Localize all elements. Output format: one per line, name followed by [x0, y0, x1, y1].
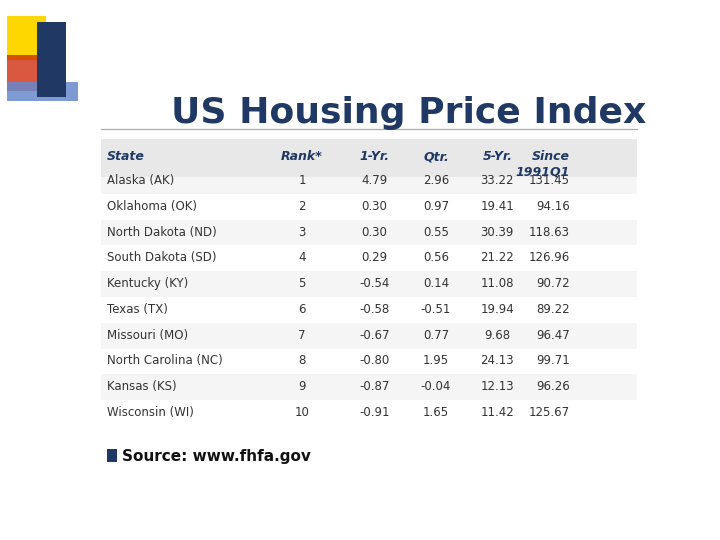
Text: 96.47: 96.47	[536, 329, 570, 342]
Text: 1-Yr.: 1-Yr.	[359, 150, 390, 163]
Text: 8: 8	[298, 354, 306, 367]
Text: 94.16: 94.16	[536, 200, 570, 213]
Text: 30.39: 30.39	[481, 226, 514, 239]
Text: 1.65: 1.65	[423, 406, 449, 419]
Text: -0.58: -0.58	[359, 303, 390, 316]
Text: 4.79: 4.79	[361, 174, 387, 187]
Text: Kentucky (KY): Kentucky (KY)	[107, 277, 188, 290]
Bar	[101, 271, 636, 297]
Text: Missouri (MO): Missouri (MO)	[107, 329, 188, 342]
Text: 1: 1	[298, 174, 306, 187]
Text: 6: 6	[298, 303, 306, 316]
Text: -0.67: -0.67	[359, 329, 390, 342]
Text: -0.04: -0.04	[420, 380, 451, 393]
Text: 0.30: 0.30	[361, 200, 387, 213]
Text: Source: www.fhfa.gov: Source: www.fhfa.gov	[122, 449, 311, 463]
Text: Texas (TX): Texas (TX)	[107, 303, 168, 316]
Text: Wisconsin (WI): Wisconsin (WI)	[107, 406, 194, 419]
Text: North Carolina (NC): North Carolina (NC)	[107, 354, 222, 367]
Text: 9.68: 9.68	[485, 329, 510, 342]
Text: 131.45: 131.45	[529, 174, 570, 187]
Bar	[101, 168, 636, 194]
Text: 0.77: 0.77	[423, 329, 449, 342]
Text: -0.87: -0.87	[359, 380, 390, 393]
Text: South Dakota (SD): South Dakota (SD)	[107, 251, 216, 264]
Text: Since
1991Q1: Since 1991Q1	[516, 150, 570, 178]
Text: 126.96: 126.96	[528, 251, 570, 264]
Text: 0.56: 0.56	[423, 251, 449, 264]
Text: -0.91: -0.91	[359, 406, 390, 419]
Text: 0.97: 0.97	[423, 200, 449, 213]
Text: Oklahoma (OK): Oklahoma (OK)	[107, 200, 197, 213]
Text: 11.42: 11.42	[480, 406, 514, 419]
Text: North Dakota (ND): North Dakota (ND)	[107, 226, 217, 239]
Text: 10: 10	[294, 406, 310, 419]
Bar	[7, 16, 45, 60]
Text: 0.29: 0.29	[361, 251, 387, 264]
Text: 5: 5	[298, 277, 306, 290]
Text: 19.41: 19.41	[480, 200, 514, 213]
Text: 118.63: 118.63	[529, 226, 570, 239]
Text: 12.13: 12.13	[480, 380, 514, 393]
Text: 19.94: 19.94	[480, 303, 514, 316]
Bar	[101, 139, 636, 177]
Bar	[101, 220, 636, 246]
Text: Qtr.: Qtr.	[423, 150, 449, 163]
Text: 9: 9	[298, 380, 306, 393]
Text: -0.80: -0.80	[359, 354, 390, 367]
Text: 99.71: 99.71	[536, 354, 570, 367]
Text: 5-Yr.: 5-Yr.	[482, 150, 513, 163]
Bar	[7, 55, 40, 91]
Text: 1.95: 1.95	[423, 354, 449, 367]
Text: 4: 4	[298, 251, 306, 264]
Text: 24.13: 24.13	[480, 354, 514, 367]
Text: State: State	[107, 150, 145, 163]
Text: Rank*: Rank*	[282, 150, 323, 163]
Text: US Housing Price Index: US Housing Price Index	[171, 96, 646, 130]
Text: 3: 3	[298, 226, 306, 239]
Bar	[101, 323, 636, 348]
Text: 21.22: 21.22	[480, 251, 514, 264]
Text: Kansas (KS): Kansas (KS)	[107, 380, 176, 393]
Text: 0.14: 0.14	[423, 277, 449, 290]
Text: 90.72: 90.72	[536, 277, 570, 290]
Text: -0.51: -0.51	[420, 303, 451, 316]
Bar	[101, 374, 636, 400]
Bar	[7, 82, 78, 100]
Text: 2.96: 2.96	[423, 174, 449, 187]
Text: 125.67: 125.67	[528, 406, 570, 419]
Bar	[107, 449, 117, 462]
Text: 2: 2	[298, 200, 306, 213]
Text: 7: 7	[298, 329, 306, 342]
Bar	[37, 22, 66, 97]
Text: 96.26: 96.26	[536, 380, 570, 393]
Text: 0.55: 0.55	[423, 226, 449, 239]
Text: 0.30: 0.30	[361, 226, 387, 239]
Text: 89.22: 89.22	[536, 303, 570, 316]
Text: 11.08: 11.08	[480, 277, 514, 290]
Text: -0.54: -0.54	[359, 277, 390, 290]
Text: 33.22: 33.22	[480, 174, 514, 187]
Text: Alaska (AK): Alaska (AK)	[107, 174, 174, 187]
